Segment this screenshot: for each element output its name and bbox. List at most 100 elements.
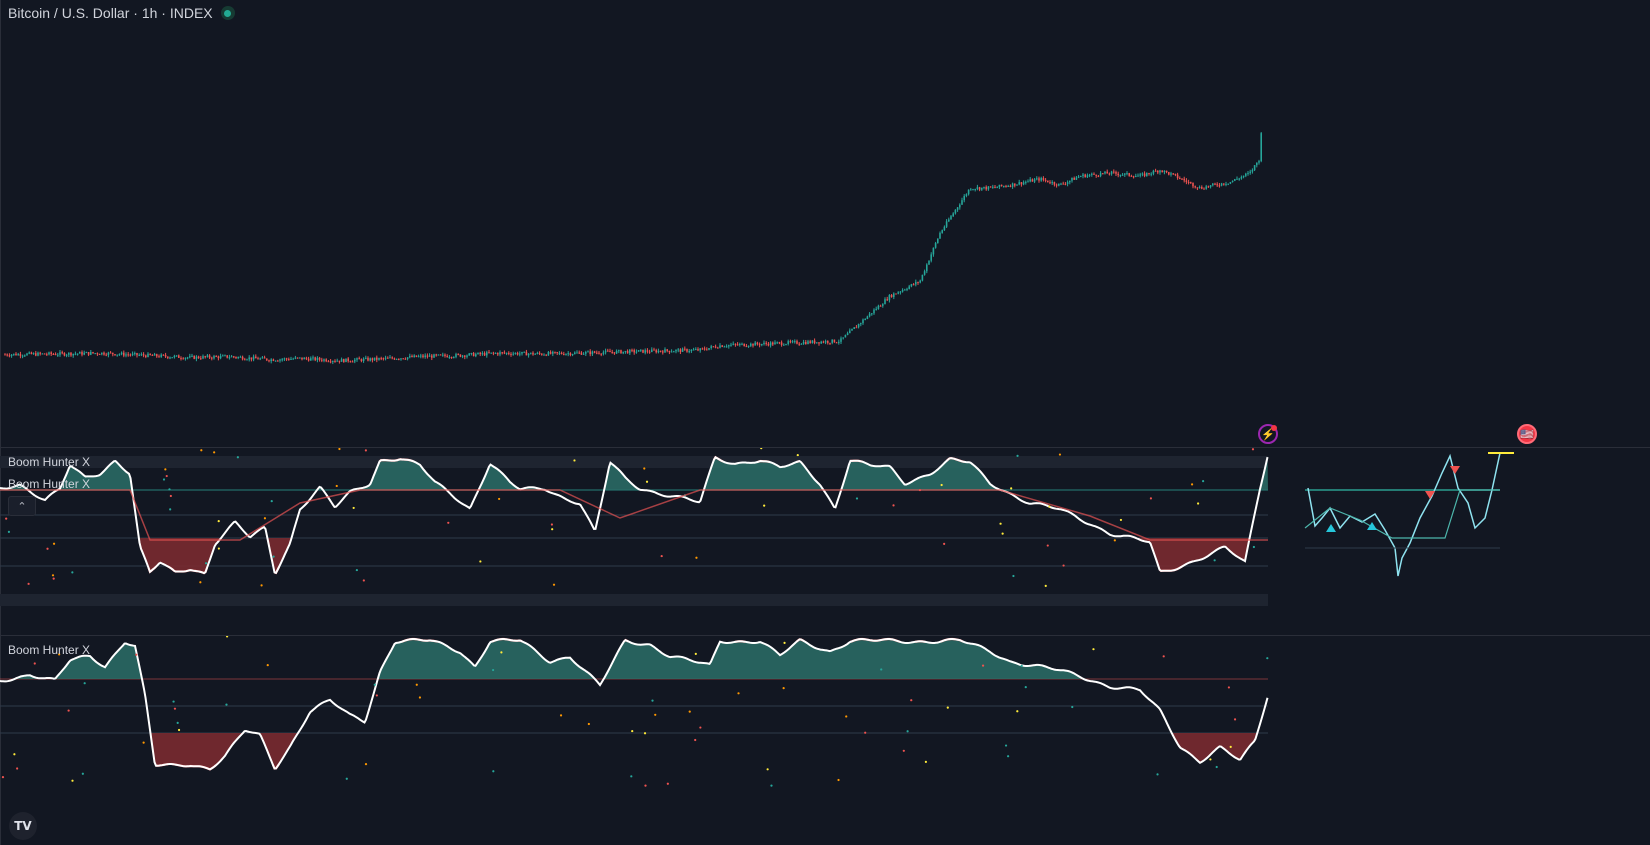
price-chart[interactable] (0, 0, 1650, 447)
candle-body (10, 354, 13, 356)
candle-body (299, 357, 301, 359)
candle-body (1220, 183, 1223, 186)
signal-dot (645, 480, 649, 483)
candle-body (1082, 174, 1084, 177)
signal-dot (943, 542, 946, 545)
candle-body (68, 352, 70, 355)
candle-body (158, 356, 160, 358)
signal-dot (910, 699, 913, 702)
candle-body (87, 352, 90, 355)
candle-body (1075, 177, 1078, 180)
signal-dot (1010, 487, 1013, 490)
candle-body (376, 357, 378, 360)
candle-body (1069, 180, 1071, 183)
candle-body (829, 342, 831, 344)
candle-body (1073, 177, 1075, 180)
candle-body (345, 358, 347, 363)
candle-body (446, 355, 448, 358)
candle-body (525, 351, 528, 356)
candle-body (1190, 182, 1192, 184)
candle-body (426, 355, 429, 357)
signal-dot (169, 508, 172, 511)
candle-body (114, 354, 116, 356)
candle-body (598, 352, 600, 354)
candle-body (217, 356, 220, 359)
pane-separator[interactable] (0, 447, 1650, 448)
symbol-title[interactable]: Bitcoin / U.S. Dollar · 1h · INDEX (8, 5, 235, 21)
candle-body (1009, 185, 1012, 187)
candle-body (723, 346, 726, 348)
tradingview-logo[interactable]: TV (9, 812, 37, 840)
signal-dot (1233, 718, 1237, 721)
candle-body (769, 342, 772, 346)
candle-body (367, 357, 369, 361)
candle-body (591, 351, 594, 355)
bull-fill-area (0, 457, 1268, 490)
candle-body (1256, 162, 1258, 166)
candle-body (1247, 172, 1249, 174)
candle-body (457, 354, 459, 356)
indicator-1-legend-b[interactable]: Boom Hunter X (8, 477, 91, 491)
candle-body (534, 353, 536, 355)
signal-dot (1020, 664, 1023, 667)
candle-body (624, 350, 627, 352)
symbol-title-text: Bitcoin / U.S. Dollar · 1h · INDEX (8, 5, 213, 21)
candle-body (486, 352, 488, 356)
price-pane[interactable]: Bitcoin / U.S. Dollar · 1h · INDEX (0, 0, 1650, 447)
candle-body (1161, 170, 1163, 173)
candle-body (129, 354, 132, 356)
candle-body (967, 189, 970, 195)
candle-body (459, 354, 462, 357)
candle-body (149, 353, 151, 355)
market-status-icon (220, 6, 235, 20)
us-flag-icon[interactable]: 🇺🇸 (1517, 424, 1537, 444)
indicator-2-legend[interactable]: Boom Hunter X (8, 643, 91, 657)
candle-body (351, 361, 354, 363)
candle-body (492, 352, 495, 354)
candle-body (1025, 181, 1027, 183)
lower-band (0, 594, 1268, 606)
sell-signal-triangle (1450, 466, 1460, 474)
candle-body (730, 344, 732, 346)
candle-body (910, 284, 913, 287)
candle-body (127, 354, 129, 356)
indicator-pane-2[interactable]: Boom Hunter X (0, 636, 1650, 845)
candle-body (323, 359, 325, 361)
candle-body (871, 313, 873, 315)
signal-dot (644, 784, 647, 787)
signal-dot (415, 683, 418, 686)
candle-body (833, 339, 836, 343)
signal-dot (1202, 480, 1205, 483)
indicator-1-chart[interactable] (0, 448, 1650, 635)
signal-dot (165, 474, 168, 478)
indicator-2-chart[interactable] (0, 636, 1650, 845)
candle-body (281, 359, 283, 361)
candle-body (288, 359, 290, 361)
signal-dot (688, 710, 691, 713)
pane-separator[interactable] (0, 635, 1650, 636)
candle-body (285, 358, 288, 360)
candle-body (521, 351, 523, 354)
buy-signal-triangle (1326, 524, 1336, 532)
candle-body (213, 356, 215, 359)
candle-body (1108, 173, 1111, 175)
candle-body (908, 286, 910, 289)
collapse-legend-button[interactable]: ⌃ (8, 496, 36, 516)
signal-dot (855, 497, 859, 500)
candle-body (699, 348, 701, 351)
candle-body (479, 352, 481, 355)
candle-body (336, 360, 338, 362)
candle-body (875, 308, 877, 310)
lightning-event-icon[interactable]: ⚡ (1258, 424, 1278, 444)
candle-body (767, 343, 770, 346)
signal-dot (52, 542, 56, 545)
candle-body (437, 354, 440, 356)
indicator-pane-1[interactable]: Boom Hunter X Boom Hunter X (0, 448, 1650, 635)
bear-fill-area (0, 733, 1268, 770)
signal-dot (217, 520, 220, 523)
candle-body (202, 356, 204, 359)
indicator-1-legend-a[interactable]: Boom Hunter X (8, 455, 91, 469)
candle-body (233, 356, 235, 358)
signal-dot (902, 749, 905, 752)
candle-body (57, 354, 59, 356)
